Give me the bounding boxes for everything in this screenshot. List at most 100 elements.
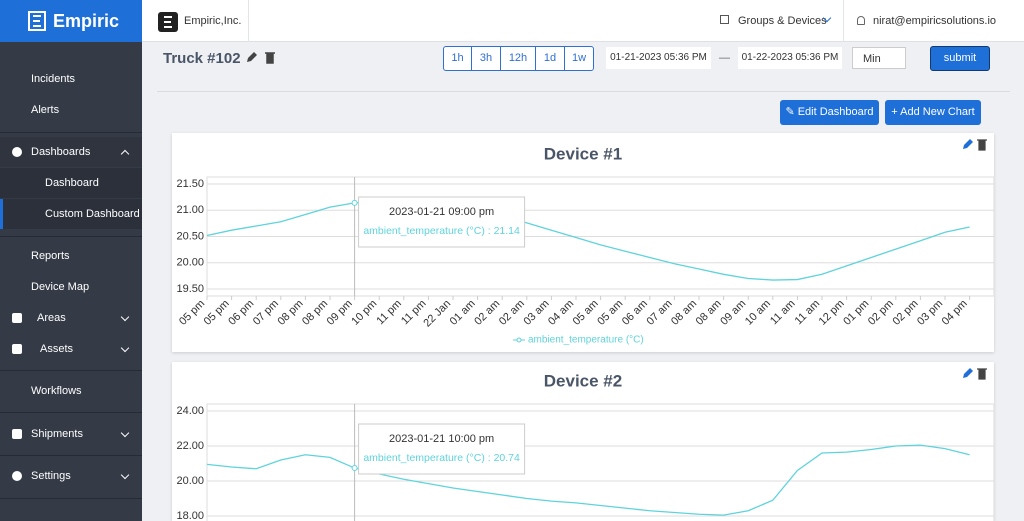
tooltip-label: ambient_temperature (°C) : 20.74 bbox=[363, 452, 520, 464]
edit-icon bbox=[963, 139, 973, 149]
icon bbox=[720, 15, 729, 24]
x-tick-label: 10 am bbox=[743, 298, 773, 328]
tooltip-box bbox=[358, 423, 526, 475]
menu-item[interactable]: Reports bbox=[31, 250, 70, 262]
separator bbox=[0, 412, 142, 413]
to-date[interactable]: 01-22-2023 05:36 PM bbox=[738, 47, 842, 69]
chevron bbox=[120, 470, 130, 480]
menu-label: Areas bbox=[37, 312, 66, 324]
y-tick-label: 20.50 bbox=[176, 230, 204, 242]
submenu-item[interactable]: Custom Dashboard bbox=[0, 199, 142, 229]
separator bbox=[0, 236, 142, 237]
brand-name: Empiric bbox=[53, 11, 120, 31]
y-tick-label: 22.00 bbox=[176, 440, 204, 452]
x-tick-label: 02 pm bbox=[866, 298, 896, 328]
submenu-item[interactable]: Dashboard bbox=[0, 168, 142, 198]
user-menu[interactable]: nirat@empiricsolutions.io bbox=[873, 15, 997, 27]
groups-menu[interactable]: Groups & Devices bbox=[738, 15, 827, 27]
y-tick-label: 24.00 bbox=[176, 405, 204, 417]
menu-item[interactable]: Shipments bbox=[0, 419, 142, 449]
x-tick-label: 11 am bbox=[793, 298, 823, 328]
range-button[interactable]: 3h bbox=[471, 46, 501, 71]
delete-icon bbox=[977, 139, 987, 151]
chart: Device #2 18.00 20.00 22.00 24.00 2023-01-21 … bbox=[176, 368, 994, 521]
delete-icon[interactable] bbox=[265, 52, 275, 64]
org-name: Empiric,Inc. bbox=[184, 15, 242, 27]
org-logo bbox=[158, 12, 178, 32]
chevron bbox=[120, 343, 130, 353]
x-tick-label: 22 Jan bbox=[421, 298, 453, 330]
add-chart-button[interactable]: + Add New Chart bbox=[885, 100, 981, 125]
icon bbox=[12, 313, 22, 323]
chart-card: Device #1 19.50 20.00 20.50 21.00 21.50 05 pm 0… bbox=[172, 133, 994, 352]
button-label: Add New Chart bbox=[900, 106, 975, 118]
menu-item[interactable]: Assets bbox=[0, 334, 142, 364]
menu-label: Dashboards bbox=[31, 146, 91, 158]
y-tick-label: 18.00 bbox=[176, 510, 204, 521]
range-button[interactable]: 1d bbox=[535, 46, 565, 71]
menu-label: Settings bbox=[31, 470, 71, 482]
divider bbox=[157, 91, 1010, 92]
separator bbox=[0, 370, 142, 371]
y-tick-label: 20.00 bbox=[176, 475, 204, 487]
chart-title: Device #2 bbox=[544, 371, 622, 390]
x-tick-label: 04 pm bbox=[940, 298, 970, 328]
brand-logo bbox=[28, 11, 46, 31]
x-tick-label: 06 pm bbox=[226, 298, 256, 328]
x-tick-label: 05 am bbox=[595, 298, 625, 328]
from-date[interactable]: 01-21-2023 05:36 PM bbox=[606, 47, 711, 69]
divider bbox=[248, 0, 249, 42]
legend-label: ambient_temperature (°C) bbox=[528, 335, 644, 346]
plot-frame bbox=[206, 403, 994, 521]
tooltip-title: 2023-01-21 10:00 pm bbox=[389, 433, 494, 445]
menu-item[interactable]: Incidents bbox=[31, 73, 76, 85]
x-tick-label: 07 am bbox=[644, 298, 674, 328]
icon bbox=[12, 429, 22, 439]
separator bbox=[0, 455, 142, 456]
x-tick-label: 05 am bbox=[571, 298, 601, 328]
page-title: Truck #102 bbox=[163, 50, 241, 67]
range-button[interactable]: 12h bbox=[500, 46, 536, 71]
tooltip-title: 2023-01-21 09:00 pm bbox=[389, 206, 494, 218]
date-separator: — bbox=[719, 52, 730, 64]
tooltip: 2023-01-21 09:00 pm ambient_temperature (… bbox=[358, 196, 526, 248]
chart-card: Device #2 18.00 20.00 22.00 24.00 2023-01-21 … bbox=[172, 362, 994, 521]
y-tick-label: 21.50 bbox=[176, 178, 204, 190]
user-icon bbox=[857, 16, 865, 25]
menu-item[interactable]: Settings bbox=[0, 461, 142, 491]
menu-label: Assets bbox=[40, 343, 74, 355]
x-tick-label: 10 pm bbox=[349, 298, 379, 328]
tooltip-point bbox=[351, 465, 358, 472]
y-tick-label: 21.00 bbox=[176, 204, 204, 216]
legend-swatch bbox=[516, 337, 522, 343]
submit-button[interactable]: submit bbox=[930, 46, 990, 71]
menu-item[interactable]: Alerts bbox=[31, 104, 60, 116]
menu-item[interactable]: Workflows bbox=[31, 385, 82, 397]
range-button[interactable]: 1w bbox=[564, 46, 594, 71]
separator bbox=[0, 498, 142, 499]
brand[interactable]: Empiric bbox=[0, 0, 142, 42]
y-tick-label: 20.00 bbox=[176, 257, 204, 269]
title-actions bbox=[247, 52, 275, 64]
menu-item[interactable]: Device Map bbox=[31, 281, 90, 293]
chevron bbox=[120, 428, 130, 438]
aggregation-select[interactable]: Min bbox=[852, 47, 906, 69]
x-tick-label: 08 am bbox=[669, 298, 699, 328]
chevron bbox=[120, 312, 130, 322]
line bbox=[206, 444, 970, 516]
chart-title: Device #1 bbox=[544, 144, 622, 163]
tooltip: 2023-01-21 10:00 pm ambient_temperature (… bbox=[358, 423, 526, 475]
x-tick-label: 12 pm bbox=[817, 298, 847, 328]
edit-dashboard-button[interactable]: ✎ Edit Dashboard bbox=[780, 100, 879, 125]
menu-label: Shipments bbox=[31, 428, 83, 440]
divider bbox=[843, 0, 844, 42]
x-tick-label: 08 am bbox=[694, 298, 724, 328]
x-tick-label: 09 pm bbox=[325, 298, 355, 328]
menu-item[interactable]: Dashboards bbox=[0, 137, 142, 167]
icon bbox=[12, 471, 22, 481]
menu-item[interactable]: Areas bbox=[0, 303, 142, 333]
range-button[interactable]: 1h bbox=[443, 46, 472, 71]
x-tick-label: 02 pm bbox=[890, 298, 920, 328]
edit-icon[interactable] bbox=[247, 52, 257, 62]
